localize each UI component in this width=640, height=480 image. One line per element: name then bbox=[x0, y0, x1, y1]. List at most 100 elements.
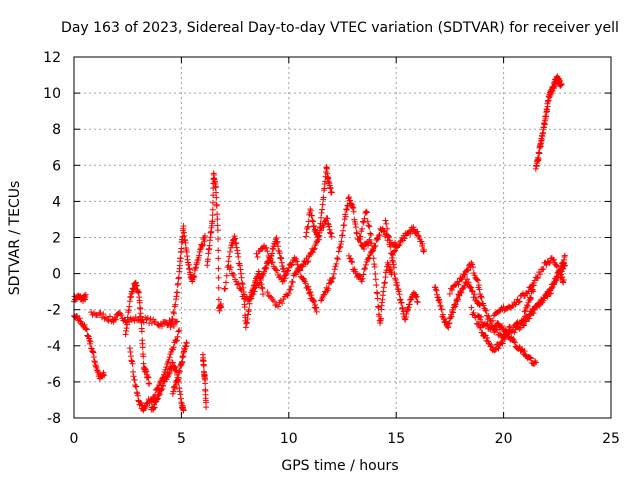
data-point bbox=[305, 258, 312, 265]
data-point bbox=[279, 300, 286, 307]
data-point bbox=[175, 280, 182, 287]
data-point bbox=[313, 308, 320, 315]
data-point bbox=[328, 233, 335, 240]
data-point bbox=[270, 246, 277, 253]
data-point bbox=[362, 265, 369, 272]
data-point bbox=[233, 239, 240, 246]
data-point bbox=[241, 304, 248, 311]
data-point bbox=[255, 282, 262, 289]
data-point bbox=[437, 302, 444, 309]
data-point bbox=[227, 244, 234, 251]
data-point bbox=[259, 285, 266, 292]
data-point bbox=[315, 236, 322, 243]
data-point bbox=[350, 204, 357, 211]
data-point bbox=[101, 372, 108, 379]
data-point bbox=[433, 287, 440, 294]
data-point bbox=[76, 315, 83, 322]
data-point bbox=[272, 266, 279, 273]
data-point bbox=[334, 255, 341, 262]
data-point bbox=[343, 206, 350, 213]
data-point bbox=[368, 240, 375, 247]
data-point bbox=[309, 217, 316, 224]
data-point bbox=[309, 218, 316, 225]
y-tick-label: 10 bbox=[43, 86, 61, 102]
data-point bbox=[391, 248, 398, 255]
data-point bbox=[93, 363, 100, 370]
data-point bbox=[257, 275, 264, 282]
y-tick-label: 12 bbox=[43, 50, 61, 66]
data-point bbox=[83, 326, 90, 333]
data-point bbox=[370, 255, 377, 262]
data-point bbox=[123, 325, 130, 332]
data-point bbox=[381, 280, 388, 287]
data-point bbox=[325, 220, 332, 227]
data-point bbox=[229, 241, 236, 248]
data-point bbox=[209, 212, 216, 219]
y-axis-label: SDTVAR / TECUs bbox=[7, 181, 23, 296]
data-point bbox=[199, 242, 206, 249]
data-point bbox=[319, 201, 326, 208]
data-point bbox=[127, 348, 134, 355]
data-point bbox=[309, 249, 316, 256]
y-tick-label: -4 bbox=[47, 339, 61, 355]
data-point bbox=[315, 233, 322, 240]
data-point bbox=[432, 286, 439, 293]
grid-lines bbox=[74, 57, 611, 418]
data-point bbox=[247, 295, 254, 302]
data-point bbox=[264, 289, 271, 296]
series-arc-g bbox=[167, 223, 209, 331]
data-point bbox=[101, 315, 108, 322]
data-point bbox=[278, 259, 285, 266]
series-arc-k bbox=[221, 233, 267, 331]
data-point bbox=[154, 396, 161, 403]
data-point bbox=[263, 265, 270, 272]
series-arc-c bbox=[88, 309, 181, 330]
data-point bbox=[165, 356, 172, 363]
data-point bbox=[273, 234, 280, 241]
data-point bbox=[126, 303, 133, 310]
data-point bbox=[353, 230, 360, 237]
data-point bbox=[310, 297, 317, 304]
data-point bbox=[403, 310, 410, 317]
data-point bbox=[112, 316, 119, 323]
data-point bbox=[547, 290, 554, 297]
data-point bbox=[138, 328, 145, 335]
data-point bbox=[474, 276, 481, 283]
data-point bbox=[511, 338, 518, 345]
data-point bbox=[391, 271, 398, 278]
x-tick-label: 5 bbox=[177, 431, 186, 447]
data-point bbox=[349, 204, 356, 211]
data-point bbox=[231, 271, 238, 278]
data-point bbox=[154, 321, 161, 328]
data-point bbox=[90, 349, 97, 356]
data-point bbox=[214, 216, 221, 223]
data-point bbox=[167, 324, 174, 331]
x-tick-labels: 0 5 10 15 20 25 bbox=[70, 431, 620, 447]
data-point bbox=[310, 246, 317, 253]
data-point bbox=[553, 262, 560, 269]
data-point bbox=[293, 271, 300, 278]
data-point bbox=[450, 309, 457, 316]
data-point bbox=[359, 225, 366, 232]
data-point bbox=[239, 281, 246, 288]
data-point bbox=[203, 404, 210, 411]
series-arc-j bbox=[204, 170, 225, 314]
y-tick-label: 6 bbox=[52, 158, 61, 174]
data-point bbox=[527, 295, 534, 302]
data-point bbox=[258, 245, 265, 252]
data-point bbox=[361, 266, 368, 273]
data-point bbox=[261, 268, 268, 275]
data-point bbox=[530, 280, 537, 287]
data-point bbox=[271, 298, 278, 305]
data-point bbox=[352, 220, 359, 227]
data-point bbox=[132, 382, 139, 389]
data-point bbox=[139, 344, 146, 351]
data-point bbox=[190, 273, 197, 280]
data-point bbox=[347, 255, 354, 262]
data-point bbox=[123, 327, 130, 334]
series-arc-u bbox=[431, 276, 483, 331]
data-point bbox=[244, 315, 251, 322]
data-point bbox=[130, 368, 137, 375]
data-point bbox=[162, 318, 169, 325]
data-point bbox=[414, 228, 421, 235]
